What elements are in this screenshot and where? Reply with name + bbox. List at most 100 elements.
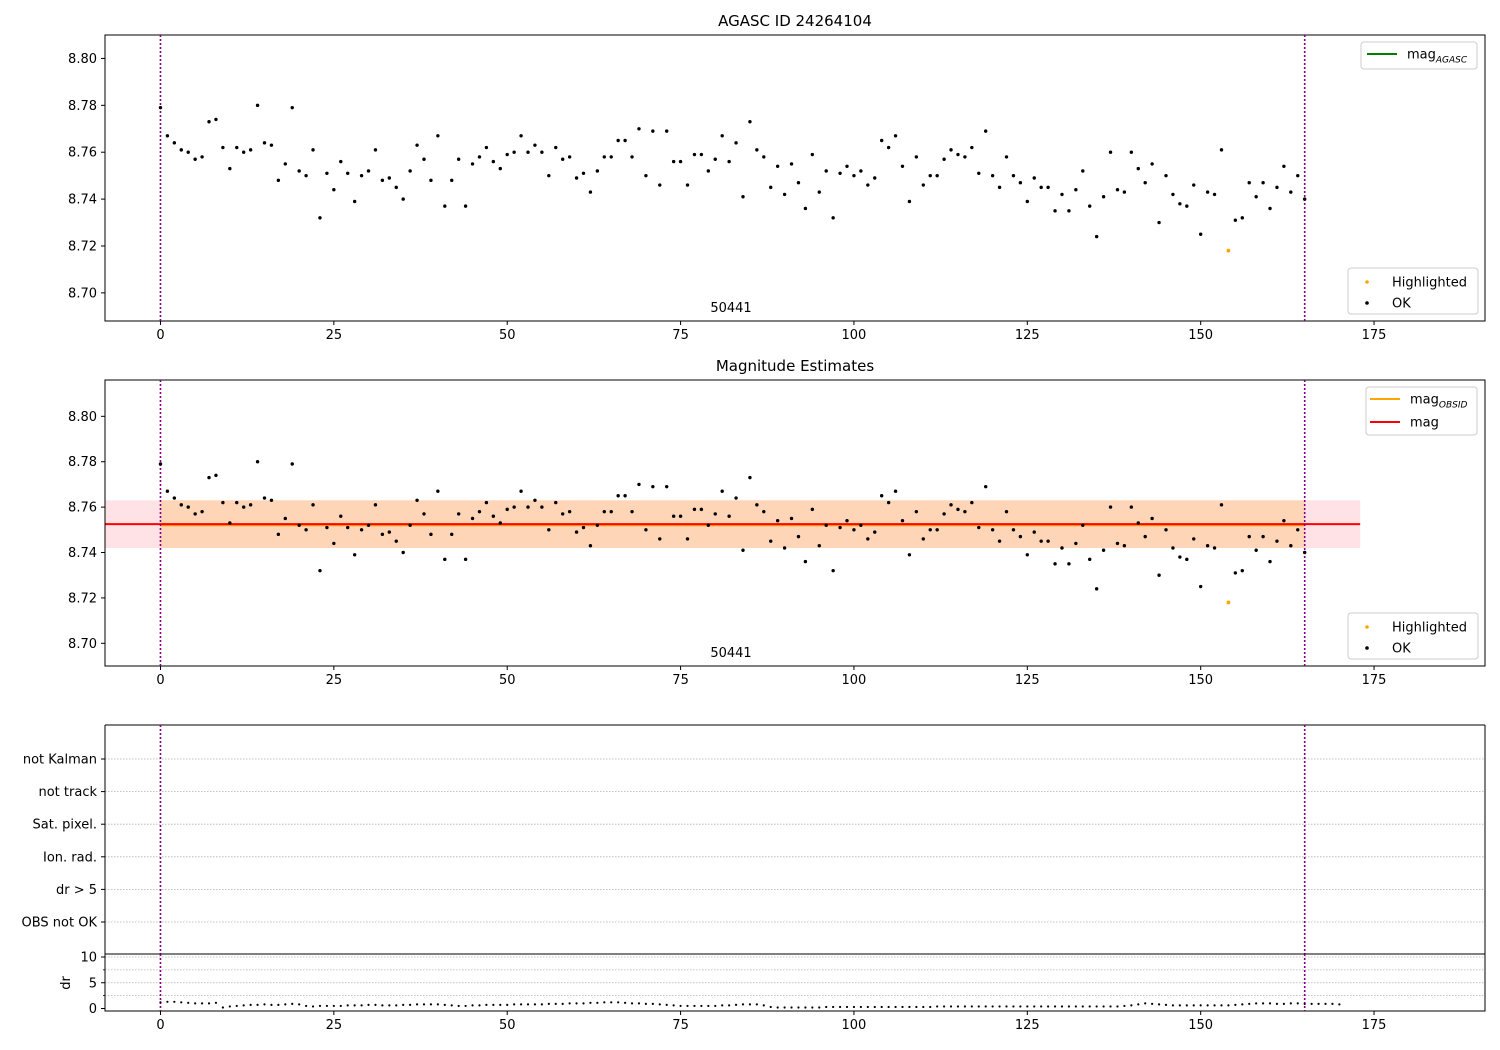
x-tick-label: 100 <box>842 1018 867 1033</box>
ok-point <box>283 162 288 166</box>
ok-point <box>963 509 967 514</box>
dr-point <box>395 1004 398 1007</box>
ok-point <box>1025 553 1030 557</box>
dr-point <box>603 1001 606 1004</box>
y-tick-label: 8.78 <box>68 455 97 470</box>
y-tick-label: 8.70 <box>68 286 97 301</box>
ok-point <box>540 150 544 154</box>
ok-point <box>540 505 544 509</box>
ok-point <box>380 178 385 183</box>
ok-point <box>429 532 433 537</box>
dr-point <box>1303 1002 1306 1005</box>
ok-point <box>235 145 239 150</box>
flag-label: not Kalman <box>23 753 97 768</box>
ok-point <box>456 512 461 516</box>
dr-point <box>610 1001 613 1004</box>
ok-point <box>158 462 163 466</box>
dr-point <box>1275 1002 1279 1005</box>
dr-point <box>166 1000 169 1003</box>
dr-point <box>804 1006 807 1009</box>
dr-point <box>499 1003 502 1006</box>
dr-point <box>298 1003 301 1006</box>
ok-point <box>373 503 378 507</box>
ok-point <box>671 514 676 518</box>
dr-point <box>422 1003 426 1006</box>
ok-point <box>1074 188 1078 192</box>
ok-point <box>477 509 482 514</box>
dr-point <box>1171 1004 1175 1007</box>
dr-point <box>984 1005 987 1008</box>
dr-point <box>1040 1005 1043 1008</box>
dr-point <box>1178 1004 1181 1007</box>
ok-point <box>921 537 925 541</box>
x-tick-label: 0 <box>156 1018 164 1033</box>
ok-point <box>713 512 717 516</box>
x-tick-label: 75 <box>672 1018 689 1033</box>
dr-point <box>755 1003 758 1006</box>
ok-point <box>1136 521 1140 525</box>
dr-point <box>457 1004 460 1008</box>
ok-point <box>782 546 787 550</box>
ok-point <box>1032 176 1036 180</box>
ok-point <box>408 169 412 173</box>
dr-point <box>887 1005 890 1009</box>
dr-point <box>305 1004 308 1008</box>
ok-point <box>1101 548 1106 552</box>
x-tick-label: 50 <box>499 1018 516 1033</box>
ok-point <box>1150 516 1154 521</box>
ok-point <box>484 145 489 150</box>
dr-point <box>284 1003 287 1006</box>
ok-point <box>900 519 905 523</box>
ok-point <box>186 150 190 154</box>
ok-point <box>907 553 912 557</box>
ok-point <box>1074 541 1078 546</box>
x-tick-label: 0 <box>156 673 164 688</box>
ok-point <box>838 525 842 530</box>
ok-point <box>1094 234 1099 239</box>
dr-point <box>1310 1002 1313 1005</box>
ok-point <box>505 152 509 157</box>
ok-point <box>484 500 489 505</box>
ok-point <box>269 143 274 147</box>
ok-point <box>1018 534 1023 539</box>
ok-point <box>401 197 405 201</box>
ok-point <box>630 155 634 159</box>
ok-point <box>394 539 398 543</box>
agasc-title: AGASC ID 24264104 <box>718 12 872 30</box>
dr-point <box>506 1003 509 1006</box>
dr-point <box>242 1004 245 1007</box>
dr-point <box>1074 1005 1077 1008</box>
dr-point <box>922 1005 925 1009</box>
dr-point <box>1268 1002 1272 1005</box>
dr-point <box>353 1004 356 1007</box>
mag-agasc-legend-subscript: AGASC <box>1435 56 1468 66</box>
ok-point <box>692 152 697 157</box>
x-tick-label: 150 <box>1188 1018 1213 1033</box>
dr-point <box>741 1003 745 1006</box>
ok-legend-marker <box>1365 301 1369 305</box>
dr-point <box>547 1002 550 1005</box>
x-tick-label: 125 <box>1015 328 1040 343</box>
dr-point <box>721 1004 724 1007</box>
dr-point <box>963 1005 966 1008</box>
ok-point <box>422 512 426 516</box>
ok-point <box>1143 534 1147 539</box>
ok-point <box>1018 180 1023 185</box>
ok-point <box>366 523 371 527</box>
ok-point <box>824 523 828 527</box>
ok-point <box>346 525 350 530</box>
ok-point <box>1088 204 1092 208</box>
dr-point <box>194 1002 197 1005</box>
ok-point <box>769 185 773 190</box>
ok-point <box>1268 559 1272 564</box>
ok-point <box>665 484 669 489</box>
ok-point <box>512 505 516 509</box>
ok-point <box>1122 190 1127 194</box>
dr-point <box>374 1003 377 1006</box>
ok-point <box>1240 216 1244 220</box>
dr-point <box>596 1001 599 1004</box>
ok-point <box>463 204 468 208</box>
ok-point <box>720 489 724 493</box>
ok-point <box>775 519 780 523</box>
ok-point <box>602 509 606 514</box>
